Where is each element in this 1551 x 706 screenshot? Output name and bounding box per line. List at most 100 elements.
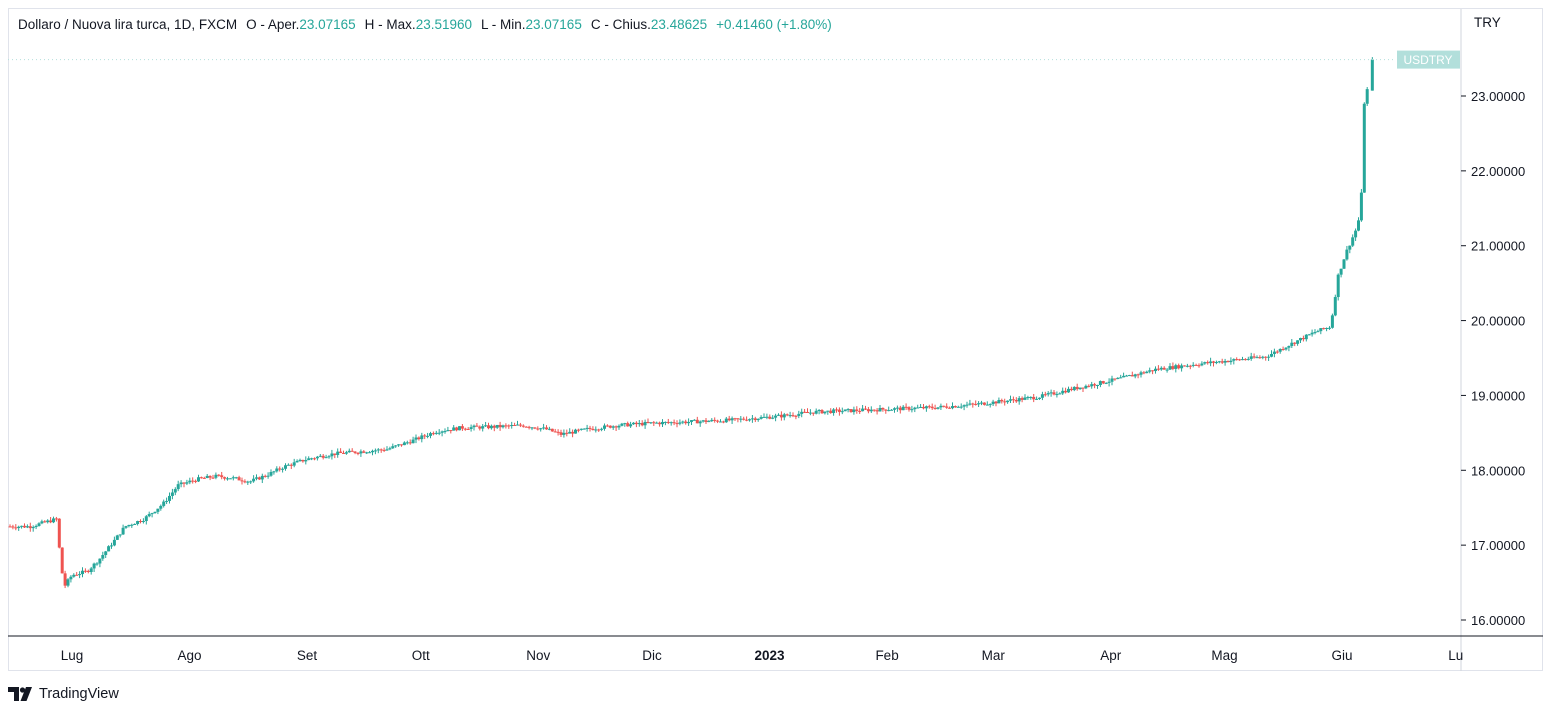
candle-body <box>556 431 560 433</box>
candle-body <box>1319 328 1323 332</box>
time-tick-label: Nov <box>526 648 550 663</box>
candle-body <box>1235 359 1239 361</box>
candle-body <box>1142 372 1146 374</box>
candle-body <box>1342 259 1346 269</box>
candle-body <box>234 477 238 479</box>
candle-body <box>1078 387 1082 390</box>
candle-body <box>1330 315 1334 328</box>
candle-body <box>353 451 357 453</box>
candle-body <box>49 520 53 523</box>
candle-body <box>811 412 815 414</box>
candle-body <box>907 407 911 410</box>
candle-body <box>559 432 563 435</box>
candle-body <box>472 425 476 428</box>
candle-body <box>881 407 885 410</box>
candle-body <box>591 428 595 430</box>
candle-body <box>1113 378 1117 380</box>
candle-body <box>951 406 954 409</box>
candle-body <box>1281 349 1285 351</box>
candle-body <box>985 404 989 406</box>
candle-body <box>376 449 380 451</box>
candle-body <box>324 457 328 459</box>
candle-body <box>1055 394 1059 396</box>
currency-label[interactable]: TRY <box>1474 15 1501 30</box>
candle-body <box>104 551 108 556</box>
candle-body <box>782 414 786 418</box>
candle-body <box>884 409 888 411</box>
candle-body <box>585 427 589 429</box>
candle-body <box>220 475 224 478</box>
time-tick-label: Set <box>297 648 318 663</box>
candle-body <box>25 526 29 528</box>
candle-body <box>536 428 540 430</box>
candle-body <box>139 521 142 523</box>
candle-body <box>112 539 116 546</box>
candle-body <box>527 426 531 428</box>
candle-body <box>814 410 818 414</box>
candle-body <box>95 563 99 565</box>
candle-body <box>956 406 960 408</box>
candle-body <box>1287 345 1291 348</box>
candle-body <box>295 460 299 463</box>
candle-body <box>1365 89 1369 104</box>
time-tick-label: Mag <box>1211 648 1237 663</box>
candle-body <box>1116 377 1120 379</box>
candle-body <box>571 431 575 434</box>
candle-body <box>14 527 18 529</box>
candle-body <box>191 480 195 482</box>
candle-body <box>1026 397 1030 399</box>
candle-body <box>1032 396 1036 400</box>
candle-body <box>304 460 308 462</box>
candle-body <box>791 415 795 417</box>
symbol-badge[interactable] <box>1397 50 1460 69</box>
candle-body <box>1226 360 1230 363</box>
candle-body <box>982 402 986 405</box>
candle-body <box>837 409 841 412</box>
candle-body <box>1145 371 1149 374</box>
candle-body <box>75 574 79 576</box>
candle-body <box>1154 368 1157 372</box>
candle-body <box>487 425 490 429</box>
candle-body <box>745 419 749 421</box>
candle-body <box>785 414 789 416</box>
candle-body <box>43 521 47 523</box>
candle-body <box>208 475 212 478</box>
candle-body <box>1296 340 1300 344</box>
candle-body <box>840 411 844 413</box>
candle-body <box>1223 360 1227 363</box>
candle-body <box>318 455 322 457</box>
candle-body <box>162 501 166 506</box>
candle-body <box>54 518 58 520</box>
candle-body <box>823 411 827 414</box>
candle-body <box>637 422 641 425</box>
candle-body <box>991 401 995 405</box>
candle-body <box>513 424 517 426</box>
candle-body <box>942 405 946 407</box>
candle-body <box>684 421 688 424</box>
candle-body <box>17 526 21 529</box>
candle-body <box>759 417 763 419</box>
candle-body <box>753 418 757 421</box>
candle-body <box>275 468 279 472</box>
candle-body <box>391 446 395 449</box>
candle-body <box>286 464 290 466</box>
candle-body <box>988 404 992 406</box>
candle-body <box>1183 365 1186 367</box>
candle-body <box>629 424 633 427</box>
high-value: 23.51960 <box>415 17 472 32</box>
candle-body <box>153 511 157 514</box>
candle-body <box>675 423 679 425</box>
candle-body <box>228 478 232 480</box>
candle-body <box>115 535 119 540</box>
candle-body <box>1267 356 1271 358</box>
candle-body <box>1119 377 1123 379</box>
candle-body <box>20 525 24 527</box>
candle-body <box>147 514 151 517</box>
candle-body <box>1293 342 1297 344</box>
candle-body <box>1310 332 1314 335</box>
tradingview-watermark[interactable]: TradingView <box>8 684 119 704</box>
candle-body <box>226 478 229 480</box>
candle-body <box>466 428 470 430</box>
candle-body <box>521 425 525 427</box>
